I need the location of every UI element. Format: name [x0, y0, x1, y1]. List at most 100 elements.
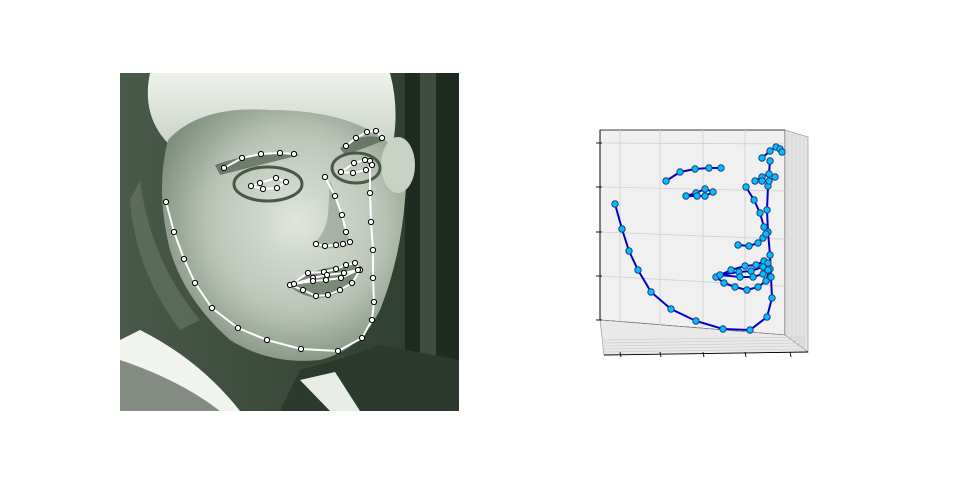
landmark-3d-nose-base-point	[745, 242, 753, 250]
photo-background	[120, 73, 459, 411]
landmark-3d-mouth-outer-point	[731, 283, 739, 291]
landmark-3d-jaw-point	[618, 225, 626, 233]
landmark-3d-eye-right-point	[701, 185, 709, 193]
landmark-2d-nose-bridge-point	[342, 228, 350, 236]
landmark-3d-jaw-point	[767, 273, 775, 281]
axis-tick	[659, 351, 662, 358]
landmark-2d-eye-left-point	[337, 168, 345, 176]
grid-line	[601, 342, 806, 347]
landmark-2d-eye-right-point	[272, 174, 280, 182]
landmark-2d-mouth-outer-point	[324, 291, 332, 299]
landmark-2d-nose-bridge-line	[324, 176, 347, 233]
landmark-3d-nose-base-point	[762, 230, 770, 238]
landmark-3d-mouth-inner-point	[759, 270, 767, 278]
landmark-3d-mouth-outer-point	[741, 262, 749, 270]
landmark-3d-mouth-inner-point	[736, 273, 744, 281]
landmarks-3d-plot	[585, 120, 825, 370]
landmark-2d-jaw-point	[370, 298, 378, 306]
landmark-2d-brow-right-point	[257, 150, 265, 158]
landmark-2d-brow-left-point	[352, 134, 360, 142]
landmark-2d-mouth-outer-point	[336, 286, 344, 294]
landmark-3d-brow-left-point	[758, 154, 766, 162]
landmark-3d-mouth-outer-point	[752, 261, 760, 269]
landmark-3d-mouth-outer-point	[720, 279, 728, 287]
landmark-2d-brow-left-point	[372, 127, 380, 135]
landmark-3d-brow-right-point	[676, 168, 684, 176]
grid-line	[601, 345, 806, 350]
grid-line	[599, 231, 786, 240]
landmark-3d-nose-bridge-point	[750, 196, 758, 204]
axis-tick	[744, 351, 747, 358]
landmark-2d-mouth-outer-point	[348, 279, 356, 287]
landmark-2d-brow-left-point	[363, 128, 371, 136]
landmark-3d-eye-right-point	[693, 192, 701, 200]
landmark-3d-jaw-point	[634, 266, 642, 274]
landmark-2d-jaw-point	[369, 274, 377, 282]
landmark-3d-jaw-point	[647, 288, 655, 296]
axis-tick	[619, 351, 622, 358]
landmark-3d-brow-right-point	[717, 164, 725, 172]
landmark-2d-mouth-outer-point	[351, 259, 359, 267]
landmark-2d-mouth-outer-point	[304, 269, 312, 277]
landmark-2d-brow-right-point	[238, 154, 246, 162]
landmark-3d-nose-base-point	[754, 239, 762, 247]
landmark-2d-nose-base-point	[332, 241, 340, 249]
landmark-3d-nose-bridge-line	[745, 186, 765, 228]
landmark-3d-brow-left-point	[778, 148, 786, 156]
landmark-3d-eye-right-point	[682, 192, 690, 200]
landmark-3d-jaw-point	[763, 313, 771, 321]
landmark-3d-jaw-point	[667, 305, 675, 313]
landmark-2d-jaw-point	[366, 189, 374, 197]
landmark-2d-jaw-point	[334, 347, 342, 355]
landmarks-2d	[162, 127, 386, 355]
landmark-3d-jaw-point	[625, 247, 633, 255]
landmark-3d-nose-bridge-point	[742, 183, 750, 191]
landmark-2d-eye-right-point	[256, 179, 264, 187]
landmark-3d-eye-right-point	[701, 192, 709, 200]
landmark-2d-nose-base-point	[339, 240, 347, 248]
landmark-3d-nose-bridge-point	[756, 209, 764, 217]
landmark-3d-jaw-point	[611, 200, 619, 208]
axis-tick	[789, 351, 792, 358]
landmark-2d-mouth-inner-point	[323, 271, 331, 279]
landmark-3d-jaw-point	[692, 317, 700, 325]
landmark-2d-jaw-point	[170, 228, 178, 236]
landmark-2d-brow-right-point	[290, 150, 298, 158]
landmark-2d-eye-left-point	[350, 159, 358, 167]
landmark-3d-brow-right-point	[662, 177, 670, 185]
landmark-2d-jaw-point	[263, 336, 271, 344]
landmark-2d-nose-base-point	[346, 238, 354, 246]
landmark-2d-jaw-point	[191, 279, 199, 287]
landmark-2d-eye-right-point	[282, 178, 290, 186]
landmarks-3d	[611, 143, 786, 334]
landmark-3d-eye-left-point	[771, 173, 779, 181]
landmark-3d-eye-left-point	[751, 177, 759, 185]
landmark-3d-nose-base-point	[734, 241, 742, 249]
landmark-2d-brow-right-point	[276, 149, 284, 157]
landmark-2d-eye-left-point	[349, 169, 357, 177]
landmark-2d-eye-left-point	[368, 161, 376, 169]
landmark-3d-mouth-outer-point	[762, 277, 770, 285]
landmark-3d-nose-bridge-point	[760, 223, 768, 231]
landmark-3d-brow-right-point	[705, 164, 713, 172]
landmark-2d-jaw-point	[208, 304, 216, 312]
landmark-2d-mouth-inner-point	[309, 277, 317, 285]
landmark-3d-eye-left-point	[765, 170, 773, 178]
landmark-2d-brow-left-point	[342, 142, 350, 150]
plot-3d-axes	[596, 130, 809, 358]
grid-line	[599, 186, 786, 192]
landmark-3d-jaw-point	[766, 157, 774, 165]
landmark-2d-eye-left-point	[361, 156, 369, 164]
landmark-2d-nose-bridge-point	[338, 211, 346, 219]
landmark-2d-mouth-inner-point	[290, 280, 298, 288]
landmark-3d-mouth-inner-point	[716, 271, 724, 279]
face-photo	[120, 73, 459, 411]
landmark-2d-nose-base-point	[321, 242, 329, 250]
landmark-2d-mouth-outer-point	[312, 292, 320, 300]
landmark-2d-jaw-point	[368, 316, 376, 324]
landmark-2d-eye-right-point	[259, 185, 267, 193]
landmark-2d-mouth-inner-point	[337, 274, 345, 282]
landmark-3d-eye-left-point	[765, 177, 773, 185]
axis-tick	[702, 351, 705, 358]
